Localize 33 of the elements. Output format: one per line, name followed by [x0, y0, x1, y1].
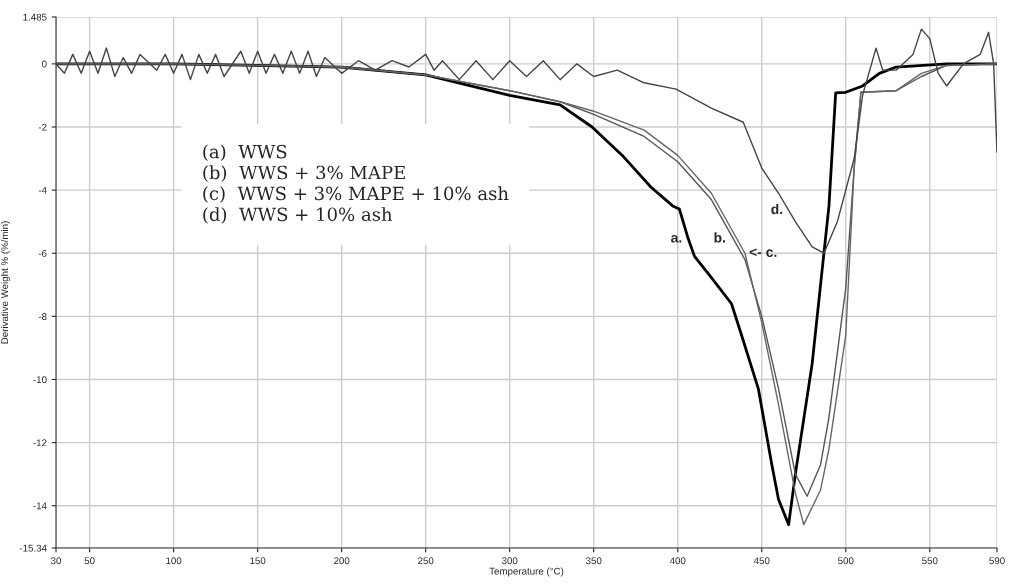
annotation: (d) WWS + 10% ash — [203, 207, 393, 224]
y-axis-title: Derivative Weight % (%/min) — [0, 221, 10, 344]
x-tick-label: 200 — [334, 557, 350, 565]
x-tick-label: 400 — [669, 557, 686, 565]
y-tick-label: -4 — [38, 186, 47, 194]
y-tick-label: -8 — [38, 313, 47, 320]
x-tick-label: 350 — [585, 557, 602, 565]
x-tick-label: 30 — [50, 557, 62, 565]
annotation: (a) WWS — [203, 144, 287, 161]
y-tick-label: -6 — [38, 249, 47, 257]
x-tick-label: 500 — [838, 557, 854, 565]
y-tick-label: -14 — [33, 502, 47, 510]
annotation: <- c. — [749, 248, 777, 257]
x-tick-label: 550 — [922, 557, 938, 565]
annotation: b. — [714, 232, 725, 243]
y-tick-label: -12 — [33, 439, 47, 447]
x-axis-title: Temperature (°C) — [489, 567, 564, 577]
x-tick-label: 100 — [166, 557, 182, 565]
annotation: (b) WWS + 3% MAPE — [203, 165, 405, 182]
y-tick-label: 0 — [41, 60, 47, 68]
x-tick-label: 450 — [753, 557, 770, 565]
x-tick-label: 590 — [989, 557, 1005, 565]
annotation: (c) WWS + 3% MAPE + 10% ash — [203, 186, 509, 203]
x-tick-label: 250 — [418, 557, 434, 565]
y-tick-label: -2 — [38, 123, 47, 131]
y-tick-label: -10 — [33, 376, 47, 384]
y-tick-label: 1.485 — [23, 13, 47, 21]
annotation: d. — [771, 203, 783, 215]
x-tick-label: 50 — [84, 557, 95, 565]
x-tick-label: 150 — [250, 557, 266, 565]
annotation: a. — [671, 234, 682, 243]
y-tick-label: -15.34 — [19, 544, 47, 552]
x-tick-label: 300 — [501, 557, 518, 565]
